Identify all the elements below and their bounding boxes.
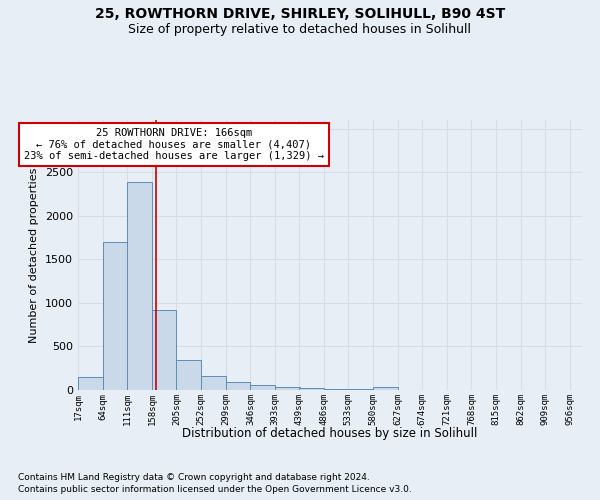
Text: Distribution of detached houses by size in Solihull: Distribution of detached houses by size … xyxy=(182,428,478,440)
Text: Contains public sector information licensed under the Open Government Licence v3: Contains public sector information licen… xyxy=(18,485,412,494)
Text: Size of property relative to detached houses in Solihull: Size of property relative to detached ho… xyxy=(128,22,472,36)
Bar xyxy=(176,360,201,390)
Bar xyxy=(127,182,152,390)
Bar xyxy=(275,387,299,390)
Bar xyxy=(152,310,176,390)
Text: 25, ROWTHORN DRIVE, SHIRLEY, SOLIHULL, B90 4ST: 25, ROWTHORN DRIVE, SHIRLEY, SOLIHULL, B… xyxy=(95,8,505,22)
Text: Contains HM Land Registry data © Crown copyright and database right 2024.: Contains HM Land Registry data © Crown c… xyxy=(18,472,370,482)
Bar xyxy=(201,376,226,390)
Bar xyxy=(78,378,103,390)
Bar xyxy=(250,385,275,390)
Text: 25 ROWTHORN DRIVE: 166sqm
← 76% of detached houses are smaller (4,407)
23% of se: 25 ROWTHORN DRIVE: 166sqm ← 76% of detac… xyxy=(24,128,324,161)
Bar xyxy=(324,389,349,390)
Bar xyxy=(103,242,127,390)
Bar xyxy=(226,382,250,390)
Bar xyxy=(373,388,398,390)
Y-axis label: Number of detached properties: Number of detached properties xyxy=(29,168,40,342)
Bar xyxy=(299,388,324,390)
